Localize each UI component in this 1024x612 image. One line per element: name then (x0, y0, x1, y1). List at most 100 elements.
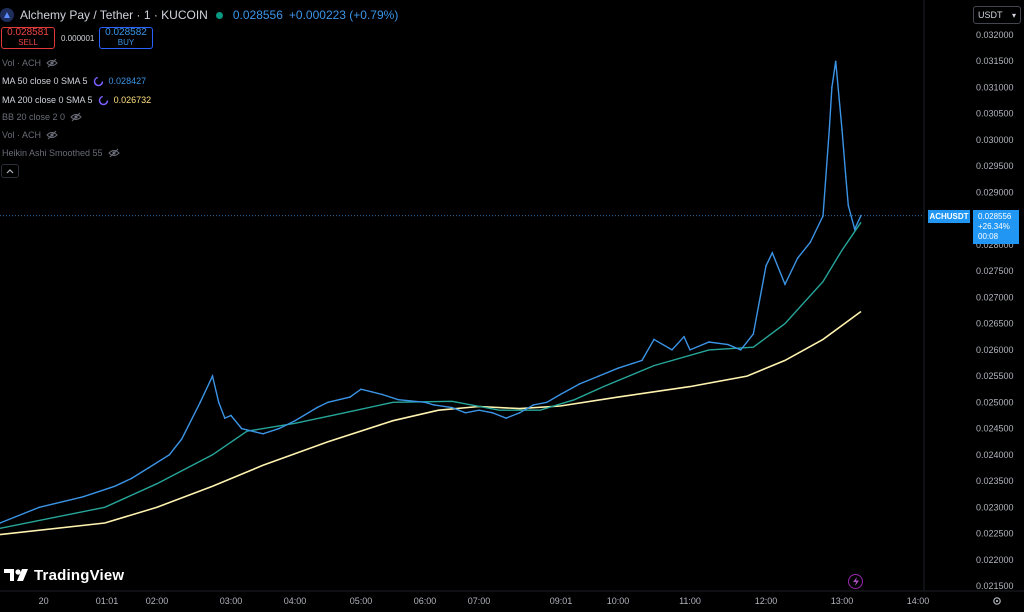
price-point (478, 409, 480, 412)
buy-button[interactable]: 0.028582 BUY (99, 27, 153, 49)
trade-buttons: 0.028581 SELL 0.000001 0.028582 BUY (1, 27, 153, 49)
time-tick-label: 06:00 (414, 596, 437, 606)
price-point (211, 375, 214, 377)
price-point (240, 427, 243, 430)
price-point (464, 412, 467, 414)
price-tick-label: 0.023000 (976, 502, 1014, 512)
price-tick-label: 0.024500 (976, 424, 1014, 434)
quick-actions-button[interactable] (848, 574, 863, 589)
price-point (784, 283, 786, 286)
indicator-ma50[interactable]: MA 50 close 0 SMA 5 0.028427 (2, 73, 146, 89)
price-point (834, 60, 837, 63)
price-point (360, 388, 362, 391)
price-point (809, 241, 812, 244)
price-point (653, 338, 655, 341)
price-point (397, 398, 400, 401)
price-point (370, 391, 373, 393)
price-point (597, 375, 600, 377)
price-point (689, 349, 691, 351)
currency-select[interactable]: USDT ▾ (973, 6, 1021, 24)
collapse-legend-button[interactable] (1, 164, 19, 178)
gear-icon (993, 597, 1001, 605)
price-axis[interactable]: 0.032000 0.031500 0.031000 0.030500 0.030000… (976, 30, 1014, 591)
price-tick-label: 0.030000 (976, 135, 1014, 145)
chevron-down-icon: ▾ (1011, 10, 1016, 20)
sell-label: SELL (18, 38, 38, 47)
sell-button[interactable]: 0.028581 SELL (1, 27, 55, 49)
symbol-price-badge: ACHUSDT (928, 210, 970, 223)
symbol-logo-icon (0, 8, 14, 22)
bar-countdown: 00:08 (978, 232, 999, 241)
price-point (671, 349, 673, 351)
price-point (708, 341, 710, 343)
loading-icon (98, 95, 108, 105)
indicator-label: BB 20 close 2 0 (2, 112, 66, 122)
price-point (860, 214, 862, 217)
sell-price: 0.028581 (7, 27, 49, 38)
price-point (845, 175, 847, 178)
indicator-label: Vol · ACH (2, 130, 42, 140)
indicator-bb[interactable]: BB 20 close 2 0 (2, 109, 82, 125)
price-point (822, 215, 824, 217)
indicator-vol-2[interactable]: Vol · ACH (2, 127, 58, 143)
time-tick-label: 14:00 (907, 596, 930, 606)
price-point (199, 401, 201, 404)
indicator-ma200[interactable]: MA 200 close 0 SMA 5 0.026732 (2, 92, 151, 108)
price-tick-label: 0.026500 (976, 319, 1014, 329)
eye-off-icon[interactable] (70, 112, 82, 122)
price-point (262, 433, 264, 435)
tradingview-logo[interactable]: TradingView (4, 566, 124, 584)
time-axis[interactable]: 20 01:01 02:00 03:00 04:00 05:00 06:00 07:00 09:… (39, 596, 930, 606)
time-tick-label: 13:00 (831, 596, 854, 606)
price-point (224, 417, 226, 419)
indicator-vol-1[interactable]: Vol · ACH (2, 55, 58, 71)
ma50-value: 0.028427 (108, 76, 147, 86)
price-point (424, 401, 426, 404)
price-point (617, 367, 619, 370)
time-tick-label: 05:00 (350, 596, 373, 606)
eye-off-icon[interactable] (46, 58, 58, 68)
price-point (230, 414, 232, 417)
indicator-heikin-ashi[interactable]: Heikin Ashi Smoothed 55 (2, 145, 120, 161)
price-point (82, 495, 84, 498)
price-tick-label: 0.029000 (976, 187, 1014, 197)
price-line (0, 61, 862, 524)
indicator-label: MA 50 close 0 SMA 5 (2, 76, 88, 86)
price-tick-label: 0.024000 (976, 450, 1014, 460)
price-point (796, 257, 799, 259)
last-price-tag: 0.028556 +26.34% 00:08 (973, 210, 1019, 244)
price-point (327, 401, 329, 404)
price-tick-label: 0.029500 (976, 161, 1014, 171)
price-point (518, 412, 521, 414)
price-tick-label: 0.025000 (976, 397, 1014, 407)
currency-value: USDT (978, 10, 1003, 20)
symbol-title[interactable]: Alchemy Pay / Tether · 1 · KUCOIN (20, 8, 208, 22)
time-tick-label: 02:00 (146, 596, 169, 606)
settings-button[interactable] (990, 594, 1004, 608)
price-point (168, 454, 171, 456)
price-tick-label: 0.030500 (976, 109, 1014, 119)
symbol-title-row[interactable]: Alchemy Pay / Tether · 1 · KUCOIN 0.0285… (0, 6, 398, 24)
price-tick-label: 0.025500 (976, 371, 1014, 381)
eye-off-icon[interactable] (107, 148, 120, 158)
ma200-line (0, 310, 862, 536)
time-tick-label: 04:00 (284, 596, 307, 606)
chevron-up-icon (6, 169, 14, 174)
price-point (113, 485, 116, 488)
eye-off-icon[interactable] (46, 130, 58, 140)
price-point (641, 359, 643, 362)
price-point (349, 396, 351, 398)
time-tick-label: 12:00 (755, 596, 778, 606)
price-point (532, 404, 535, 406)
price-tick-label: 0.028000 (976, 240, 1014, 250)
price-point (841, 128, 843, 131)
price-tick-label: 0.027500 (976, 266, 1014, 276)
last-price-percent: +26.34% (978, 222, 1010, 231)
price-point (831, 86, 833, 89)
price-point (381, 393, 384, 396)
market-status-icon (215, 11, 223, 19)
price-tick-label: 0.032000 (976, 30, 1014, 40)
time-tick-label: 10:00 (607, 596, 630, 606)
price-point (294, 419, 296, 422)
